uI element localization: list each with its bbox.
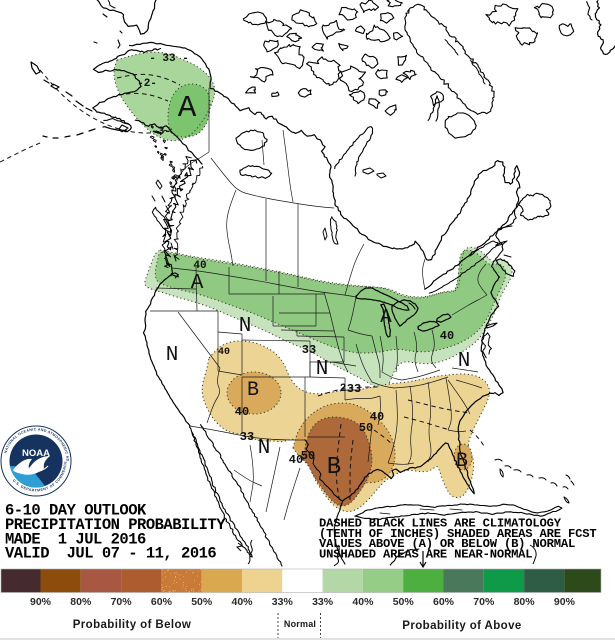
svg-text:40%: 40% <box>352 596 374 608</box>
svg-text:33: 33 <box>347 382 361 396</box>
svg-text:40%: 40% <box>231 596 253 608</box>
svg-text:MADE 1 JUL 2016: MADE 1 JUL 2016 <box>5 531 146 549</box>
svg-text:40: 40 <box>218 347 230 358</box>
svg-text:40: 40 <box>440 329 454 343</box>
svg-text:N: N <box>316 358 329 381</box>
svg-text:N: N <box>458 350 471 373</box>
svg-text:N: N <box>166 344 179 367</box>
svg-text:40: 40 <box>289 453 303 467</box>
svg-text:70%: 70% <box>473 596 495 608</box>
svg-text:A: A <box>178 91 197 126</box>
svg-text:70%: 70% <box>111 596 133 608</box>
svg-text:50: 50 <box>359 421 373 435</box>
svg-text:B: B <box>327 454 341 481</box>
svg-text:50%: 50% <box>191 596 213 608</box>
svg-text:A: A <box>191 272 204 295</box>
svg-text:(TENTH OF INCHES) SHADED AREAS: (TENTH OF INCHES) SHADED AREAS ARE FCST <box>319 527 596 541</box>
svg-text:UNSHADED AREAS ARE NEAR-NORMAL: UNSHADED AREAS ARE NEAR-NORMAL <box>319 547 532 561</box>
svg-text:40: 40 <box>193 260 206 272</box>
svg-text:B: B <box>456 450 468 473</box>
svg-text:90%: 90% <box>554 596 576 608</box>
svg-text:50: 50 <box>301 449 315 463</box>
svg-text:90%: 90% <box>30 596 52 608</box>
svg-text:Normal: Normal <box>284 619 316 629</box>
svg-text:40: 40 <box>370 410 384 424</box>
svg-text:2: 2 <box>340 383 347 395</box>
svg-text:NOAA: NOAA <box>22 448 50 459</box>
svg-text:VALUES ABOVE (A) OR BELOW (B): VALUES ABOVE (A) OR BELOW (B) NORMAL <box>319 537 575 551</box>
svg-text:N: N <box>239 315 252 338</box>
svg-text:N: N <box>258 437 271 460</box>
svg-text:50%: 50% <box>393 596 415 608</box>
svg-text:Probability of Below: Probability of Below <box>73 619 192 631</box>
svg-text:VALID JUL 07 - 11, 2016: VALID JUL 07 - 11, 2016 <box>5 545 216 563</box>
svg-text:-2-: -2- <box>137 78 157 90</box>
svg-text:33%: 33% <box>312 596 334 608</box>
svg-text:60%: 60% <box>151 596 173 608</box>
svg-text:6-10 DAY OUTLOOK: 6-10 DAY OUTLOOK <box>5 502 147 520</box>
svg-text:33: 33 <box>302 343 316 357</box>
svg-text:- 33 -: - 33 - <box>149 53 189 65</box>
svg-text:-3-: -3- <box>151 126 171 138</box>
svg-text:80%: 80% <box>70 596 92 608</box>
svg-text:A: A <box>380 306 392 328</box>
svg-text:80%: 80% <box>514 596 536 608</box>
svg-text:PRECIPITATION PROBABILITY: PRECIPITATION PROBABILITY <box>5 516 226 534</box>
svg-text:60%: 60% <box>433 596 455 608</box>
svg-text:B: B <box>247 379 259 402</box>
svg-text:40: 40 <box>235 405 249 419</box>
svg-text:33: 33 <box>240 430 254 444</box>
svg-text:DASHED BLACK LINES ARE CLIMATO: DASHED BLACK LINES ARE CLIMATOLOGY <box>319 517 562 531</box>
svg-text:33%: 33% <box>272 596 294 608</box>
svg-text:Probability of Above: Probability of Above <box>402 620 521 632</box>
